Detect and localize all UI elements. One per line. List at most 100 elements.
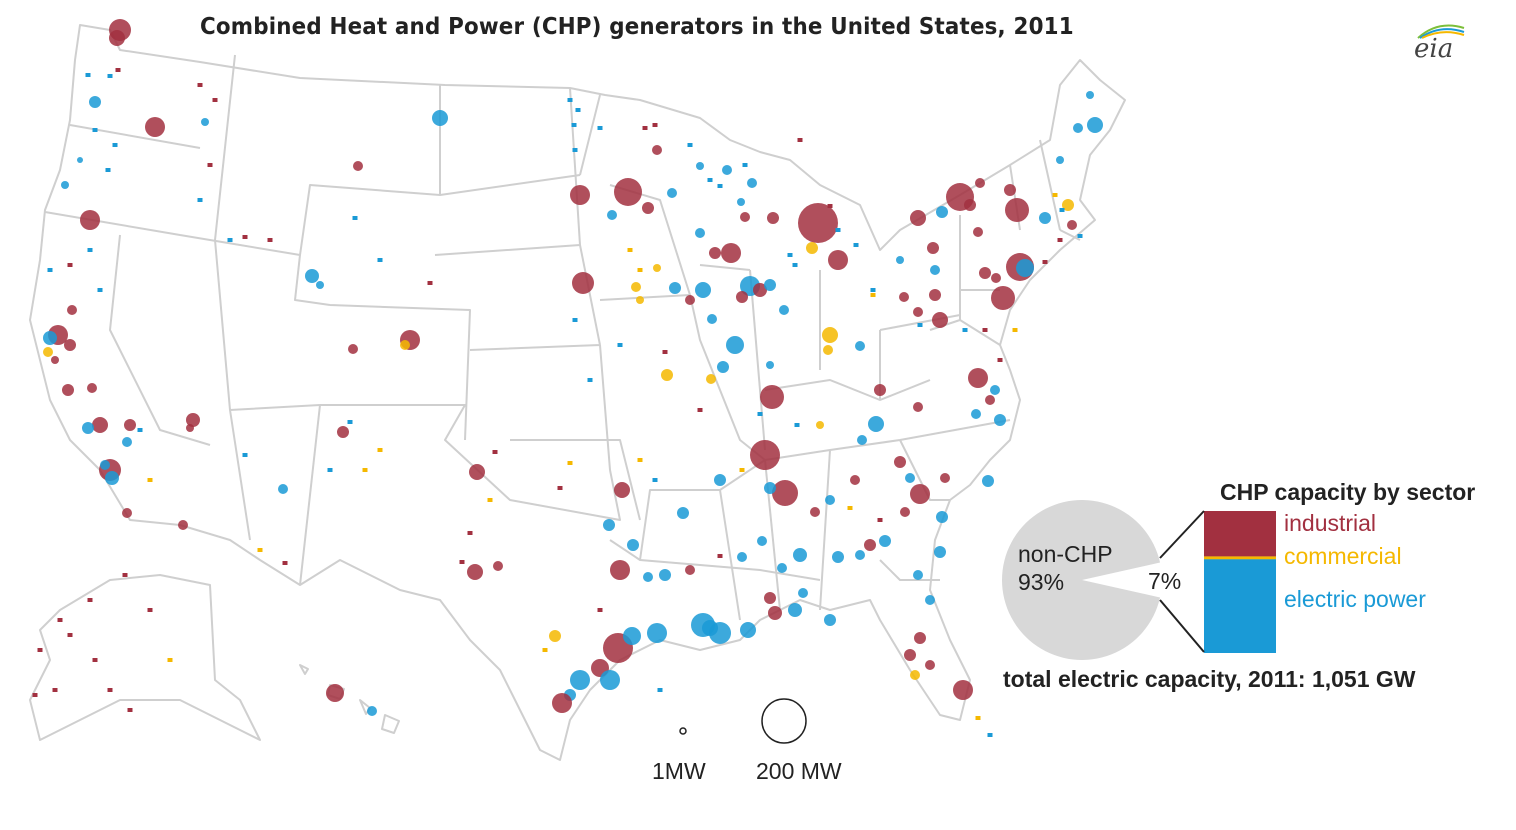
generator-marker-small-electric	[870, 288, 876, 292]
generator-marker-industrial	[914, 632, 926, 644]
generator-marker-electric	[879, 535, 891, 547]
generator-marker-small-electric	[112, 143, 118, 147]
generator-marker-electric	[100, 460, 110, 470]
generator-marker-industrial	[910, 484, 930, 504]
generator-marker-electric	[714, 474, 726, 486]
generator-marker-industrial	[467, 564, 483, 580]
generator-marker-electric	[695, 228, 705, 238]
generator-marker-industrial	[348, 344, 358, 354]
generator-marker-small-electric	[792, 263, 798, 267]
generator-marker-electric	[934, 546, 946, 558]
generator-marker-small-electric	[97, 288, 103, 292]
generator-marker-industrial	[109, 30, 125, 46]
generator-marker-electric	[623, 627, 641, 645]
generator-marker-industrial	[685, 295, 695, 305]
generator-marker-small-electric	[107, 74, 113, 78]
generator-marker-small-electric	[572, 148, 578, 152]
generator-marker-industrial	[932, 312, 948, 328]
generator-marker-small-commercial	[362, 468, 368, 472]
generator-marker-industrial	[991, 286, 1015, 310]
generator-marker-small-industrial	[642, 126, 648, 130]
hawaii-outline	[299, 664, 400, 734]
generator-marker-electric	[855, 550, 865, 560]
generator-marker-industrial	[828, 250, 848, 270]
generator-marker-electric	[659, 569, 671, 581]
generator-marker-electric	[798, 588, 808, 598]
us-outline	[29, 24, 1126, 761]
generator-marker-industrial	[810, 507, 820, 517]
generator-marker-electric	[607, 210, 617, 220]
generator-marker-electric	[788, 603, 802, 617]
generator-marker-small-industrial	[717, 554, 723, 558]
generator-marker-small-industrial	[212, 98, 218, 102]
size-legend-small-label: 1MW	[652, 758, 706, 784]
generator-marker-industrial	[353, 161, 363, 171]
generator-marker-small-electric	[92, 128, 98, 132]
generator-marker-small-electric	[853, 243, 859, 247]
generator-marker-electric	[1056, 156, 1064, 164]
generator-marker-electric	[432, 110, 448, 126]
generator-marker-industrial	[913, 402, 923, 412]
generator-marker-electric	[766, 361, 774, 369]
generator-marker-small-electric	[657, 688, 663, 692]
generator-marker-electric	[793, 548, 807, 562]
generator-marker-electric	[857, 435, 867, 445]
generator-marker-small-electric	[197, 198, 203, 202]
generator-marker-industrial	[80, 210, 100, 230]
generator-marker-electric	[669, 282, 681, 294]
generator-marker-industrial	[953, 680, 973, 700]
generator-marker-industrial	[124, 419, 136, 431]
generator-marker-industrial	[1005, 198, 1029, 222]
generator-marker-commercial	[910, 670, 920, 680]
generator-marker-industrial	[985, 395, 995, 405]
generator-marker-electric	[971, 409, 981, 419]
connector-bottom	[1159, 599, 1205, 653]
generator-marker-electric	[603, 519, 615, 531]
generator-marker-small-commercial	[567, 461, 573, 465]
generator-marker-industrial	[736, 291, 748, 303]
generator-marker-commercial	[549, 630, 561, 642]
capacity-pie	[1002, 500, 1161, 660]
generator-marker-small-industrial	[107, 688, 113, 692]
bar-segment-industrial	[1204, 511, 1276, 557]
generator-marker-electric	[925, 595, 935, 605]
generator-marker-electric	[994, 414, 1006, 426]
generator-marker-small-electric	[575, 108, 581, 112]
generator-marker-small-electric	[757, 412, 763, 416]
generator-marker-electric	[647, 623, 667, 643]
generator-marker-small-commercial	[975, 716, 981, 720]
generator-marker-commercial	[43, 347, 53, 357]
generator-marker-small-electric	[962, 328, 968, 332]
generator-marker-electric	[982, 475, 994, 487]
generator-marker-industrial	[968, 368, 988, 388]
generator-marker-small-electric	[105, 168, 111, 172]
generator-marker-industrial	[62, 384, 74, 396]
generator-marker-industrial	[1067, 220, 1077, 230]
generator-marker-electric	[779, 305, 789, 315]
generator-marker-small-industrial	[32, 693, 38, 697]
generator-marker-small-industrial	[92, 658, 98, 662]
generator-marker-electric	[316, 281, 324, 289]
generator-marker-small-industrial	[1057, 238, 1063, 242]
generator-marker-small-commercial	[147, 478, 153, 482]
generator-marker-industrial	[740, 212, 750, 222]
generator-marker-electric	[278, 484, 288, 494]
generator-marker-industrial	[913, 307, 923, 317]
generator-marker-small-electric	[687, 143, 693, 147]
generator-marker-electric	[832, 551, 844, 563]
generator-marker-electric	[61, 181, 69, 189]
generator-marker-electric	[570, 670, 590, 690]
generator-marker-industrial	[940, 473, 950, 483]
generator-marker-small-commercial	[542, 648, 548, 652]
generator-marker-industrial	[979, 267, 991, 279]
generator-marker-small-commercial	[1012, 328, 1018, 332]
generator-marker-electric	[855, 341, 865, 351]
generator-marker-small-industrial	[467, 531, 473, 535]
generator-marker-commercial	[631, 282, 641, 292]
generator-marker-small-commercial	[637, 268, 643, 272]
generator-marker-small-industrial	[57, 618, 63, 622]
generator-marker-electric	[722, 165, 732, 175]
generator-marker-small-industrial	[115, 68, 121, 72]
